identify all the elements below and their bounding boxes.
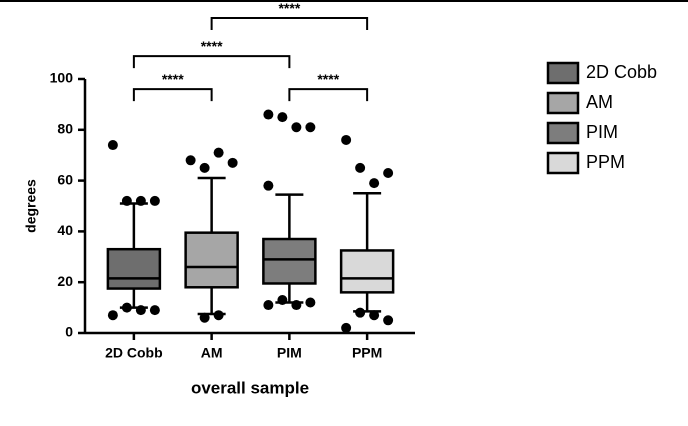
outlier <box>369 178 380 189</box>
outlier <box>341 134 352 145</box>
y-tick-label: 0 <box>65 324 73 340</box>
legend-label: AM <box>586 92 613 112</box>
outlier <box>291 300 302 311</box>
x-axis-label: overall sample <box>191 378 309 397</box>
legend-label: PIM <box>586 122 618 142</box>
outlier <box>213 310 224 321</box>
y-tick-label: 20 <box>57 273 73 289</box>
outlier <box>121 195 132 206</box>
outlier <box>149 195 160 206</box>
outlier <box>185 155 196 166</box>
significance-bracket <box>210 17 369 31</box>
y-tick-label: 40 <box>57 222 73 238</box>
outlier <box>135 305 146 316</box>
outlier <box>369 310 380 321</box>
legend-label: PPM <box>586 152 625 172</box>
significance-bracket <box>132 55 291 69</box>
outlier <box>227 157 238 168</box>
outlier <box>213 147 224 158</box>
outlier <box>291 122 302 133</box>
y-tick-label: 60 <box>57 171 73 187</box>
x-tick-label: 2D Cobb <box>105 345 163 361</box>
box <box>262 237 317 285</box>
legend-swatch <box>546 61 580 85</box>
outlier <box>383 167 394 178</box>
outlier <box>277 294 288 305</box>
x-tick-label: AM <box>201 345 223 361</box>
outlier <box>305 297 316 308</box>
x-tick-label: PIM <box>277 345 302 361</box>
outlier <box>107 310 118 321</box>
outlier <box>305 122 316 133</box>
box <box>184 231 239 289</box>
outlier <box>383 315 394 326</box>
y-axis-label: degrees <box>23 179 39 233</box>
outlier <box>199 312 210 323</box>
significance-label: **** <box>317 71 339 87</box>
y-tick-label: 100 <box>50 70 74 86</box>
outlier <box>121 302 132 313</box>
significance-label: **** <box>278 0 300 16</box>
outlier <box>199 162 210 173</box>
outlier <box>341 322 352 333</box>
significance-label: **** <box>162 71 184 87</box>
significance-bracket <box>288 88 369 102</box>
outlier <box>277 112 288 123</box>
significance-bracket <box>132 88 213 102</box>
outlier <box>149 305 160 316</box>
outlier <box>107 140 118 151</box>
legend-swatch <box>546 151 580 175</box>
outlier <box>135 195 146 206</box>
y-tick-label: 80 <box>57 121 73 137</box>
outlier <box>263 300 274 311</box>
legend-swatch <box>546 121 580 145</box>
outlier <box>355 307 366 318</box>
significance-label: **** <box>201 38 223 54</box>
box <box>339 249 395 294</box>
x-tick-label: PPM <box>352 345 382 361</box>
legend-label: 2D Cobb <box>586 62 657 82</box>
legend-swatch <box>546 91 580 115</box>
outlier <box>263 109 274 120</box>
box <box>106 247 162 290</box>
outlier <box>355 162 366 173</box>
outlier <box>263 180 274 191</box>
